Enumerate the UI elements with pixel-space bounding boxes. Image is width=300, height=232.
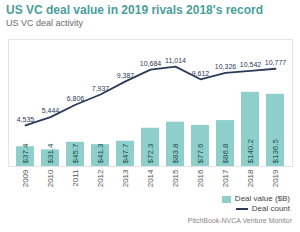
- svg-text:10,684: 10,684: [140, 60, 162, 67]
- svg-text:$83.8: $83.8: [171, 143, 180, 164]
- svg-text:$140.2: $140.2: [246, 138, 255, 163]
- svg-text:9,387: 9,387: [117, 72, 135, 79]
- html-text:US VC deal activity: US VC deal activity: [6, 18, 83, 28]
- svg-text:2012: 2012: [96, 169, 105, 187]
- svg-text:2016: 2016: [196, 169, 205, 187]
- svg-text:$41.3: $41.3: [96, 143, 105, 164]
- svg-text:6,806: 6,806: [67, 95, 85, 102]
- svg-text:$37.4: $37.4: [21, 143, 30, 164]
- svg-text:2019: 2019: [271, 169, 280, 187]
- svg-text:$31.4: $31.4: [46, 143, 55, 164]
- html-text:US VC deal value in 2019 rival: US VC deal value in 2019 rivals 2018's r…: [6, 3, 263, 17]
- svg-text:$45.7: $45.7: [71, 143, 80, 164]
- html-text:PitchBook-NVCA Venture Monitor: PitchBook-NVCA Venture Monitor: [187, 217, 292, 224]
- svg-text:7,937: 7,937: [92, 85, 110, 92]
- svg-text:2013: 2013: [121, 169, 130, 187]
- svg-text:10,542: 10,542: [240, 61, 262, 68]
- svg-text:2009: 2009: [21, 169, 30, 187]
- svg-text:$136.5: $136.5: [271, 138, 280, 163]
- svg-text:11,014: 11,014: [165, 57, 186, 64]
- svg-text:2018: 2018: [246, 169, 255, 187]
- svg-text:$72.3: $72.3: [146, 143, 155, 164]
- svg-text:10,777: 10,777: [265, 59, 287, 66]
- svg-text:2014: 2014: [146, 169, 155, 187]
- svg-text:2015: 2015: [171, 169, 180, 187]
- svg-text:$77.6: $77.6: [196, 143, 205, 164]
- svg-text:9,612: 9,612: [192, 70, 210, 77]
- html-text:Deal value ($B): Deal value ($B): [234, 194, 290, 203]
- svg-text:2010: 2010: [46, 169, 55, 187]
- svg-text:4,535: 4,535: [17, 116, 35, 123]
- svg-text:$47.7: $47.7: [121, 143, 130, 164]
- svg-text:10,326: 10,326: [215, 63, 237, 70]
- svg-text:5,444: 5,444: [42, 107, 60, 114]
- svg-text:$86.8: $86.8: [221, 143, 230, 164]
- svg-text:2011: 2011: [71, 169, 80, 187]
- svg-text:2017: 2017: [221, 169, 230, 187]
- html-text:Deal count: Deal count: [251, 204, 290, 213]
